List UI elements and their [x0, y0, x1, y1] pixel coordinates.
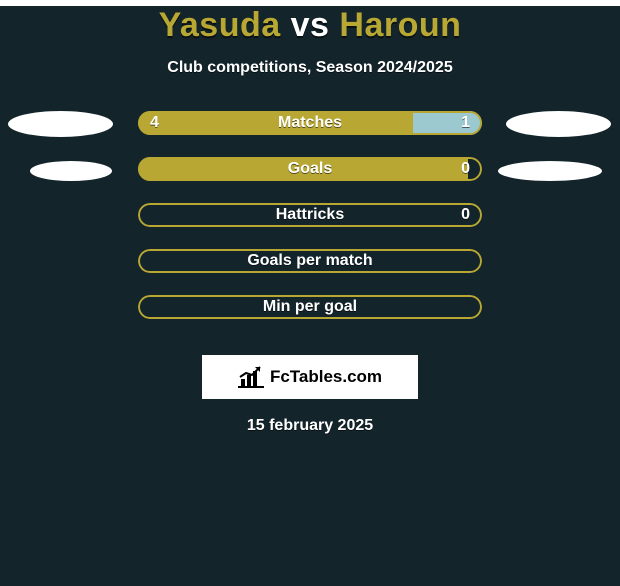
avatar-player1-small: [30, 161, 112, 181]
title-player2: Haroun: [339, 6, 461, 44]
avatar-player2-small: [498, 161, 602, 181]
infographic-root: Yasuda vs Haroun Club competitions, Seas…: [0, 6, 620, 586]
subtitle: Club competitions, Season 2024/2025: [0, 59, 620, 77]
stat-row: Hattricks0: [138, 203, 482, 227]
chart-area: Matches41Goals0Hattricks0Goals per match…: [0, 111, 620, 341]
stat-row: Goals per match: [138, 249, 482, 273]
stat-label: Min per goal: [138, 295, 482, 319]
date-text: 15 february 2025: [0, 417, 620, 435]
stat-row: Goals0: [138, 157, 482, 181]
stat-label: Goals: [138, 157, 482, 181]
stat-rows: Matches41Goals0Hattricks0Goals per match…: [138, 111, 482, 341]
page-title: Yasuda vs Haroun: [0, 6, 620, 45]
stat-label: Goals per match: [138, 249, 482, 273]
stat-value-player2: 0: [461, 203, 470, 227]
title-vs: vs: [291, 6, 330, 44]
stat-label: Hattricks: [138, 203, 482, 227]
avatar-player2-large: [506, 111, 611, 137]
stat-value-player2: 1: [461, 111, 470, 135]
stat-value-player2: 0: [461, 157, 470, 181]
avatar-player1-large: [8, 111, 113, 137]
stat-row: Min per goal: [138, 295, 482, 319]
brand-box: FcTables.com: [202, 355, 418, 399]
stat-value-player1: 4: [150, 111, 159, 135]
title-player1: Yasuda: [159, 6, 281, 44]
stat-label: Matches: [138, 111, 482, 135]
stat-row: Matches4 1: [138, 111, 482, 135]
chart-icon: [238, 365, 264, 389]
brand-text: FcTables.com: [270, 367, 382, 387]
